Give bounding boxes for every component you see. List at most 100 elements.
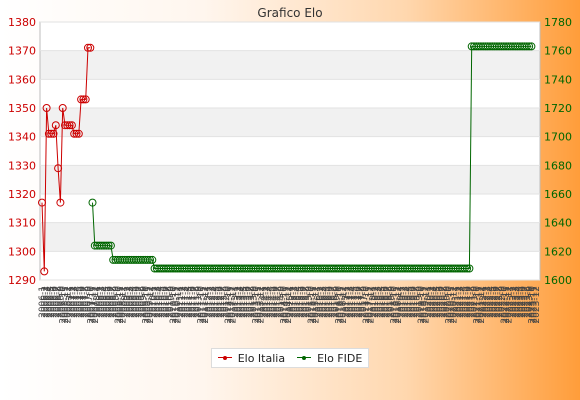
data-point-elo-italia bbox=[40, 267, 49, 276]
x-tick-label: 2023-1 bbox=[507, 286, 517, 318]
x-tick-label: 2010-4 bbox=[155, 286, 165, 318]
x-tick-label: 2009-10 bbox=[141, 286, 151, 324]
x-tick-label: 2013-2 bbox=[233, 286, 243, 318]
x-tick-label: 2006-3 bbox=[43, 286, 53, 318]
x-tick-label: 2018-10 bbox=[390, 286, 400, 324]
x-tick-label: 2012-11 bbox=[226, 286, 236, 324]
x-tick-label: 2007-6 bbox=[77, 286, 87, 318]
x-tick-label: 2013-9 bbox=[249, 286, 259, 318]
x-tick-label: 2009-9 bbox=[139, 286, 149, 318]
x-tick-label: 2015-12 bbox=[311, 286, 321, 324]
x-tick-label: 2007-8 bbox=[82, 286, 92, 318]
y-left-tick-label: 1340 bbox=[8, 131, 36, 144]
y-left-tick-label: 1330 bbox=[8, 159, 36, 172]
x-tick-label: 2012-1 bbox=[203, 286, 213, 318]
x-tick-label: 2023-8 bbox=[523, 286, 533, 318]
x-tick-label: 2013-7 bbox=[245, 286, 255, 318]
x-tick-label: 2012-8 bbox=[220, 286, 230, 318]
x-tick-label: 2012-3 bbox=[208, 286, 218, 318]
x-tick-label: 2020-12 bbox=[449, 286, 459, 324]
data-point-elo-italia bbox=[79, 95, 88, 104]
x-tick-label: 2012-12 bbox=[229, 286, 239, 324]
x-tick-label: 2016-9 bbox=[332, 286, 342, 318]
y-right-tick-label: 1620 bbox=[544, 245, 572, 258]
x-tick-label: 2011-6 bbox=[187, 286, 197, 318]
y-right-tick-label: 1720 bbox=[544, 102, 572, 115]
x-tick-label: 2008-3 bbox=[98, 286, 108, 318]
x-tick-label: 2013-10 bbox=[252, 286, 262, 324]
x-tick-label: 2012-9 bbox=[222, 286, 232, 318]
x-tick-label: 2008-4 bbox=[100, 286, 110, 318]
x-tick-label: 2012-2 bbox=[206, 286, 216, 318]
x-tick-label: 2011-7 bbox=[190, 286, 200, 318]
x-tick-label: 2023-3 bbox=[511, 286, 521, 318]
x-tick-label: 2022-8 bbox=[495, 286, 505, 318]
x-tick-label: 2017-9 bbox=[360, 286, 370, 318]
x-tick-label: 2015-1 bbox=[286, 286, 296, 318]
legend: Elo Italia Elo FIDE bbox=[211, 348, 369, 368]
data-point-elo-italia bbox=[56, 198, 65, 207]
y-left-tick-label: 1370 bbox=[8, 45, 36, 58]
x-tick-label: 2011-4 bbox=[183, 286, 193, 318]
y-axis-left: 1290 1300 1310 1320 1330 1340 1350 1360 1370 1380 bbox=[8, 16, 36, 287]
x-tick-label: 2019-9 bbox=[415, 286, 425, 318]
x-tick-label: 2010-5 bbox=[157, 286, 167, 318]
y-right-tick-label: 1660 bbox=[544, 188, 572, 201]
x-tick-label: 2014-7 bbox=[272, 286, 282, 318]
data-point-elo-fide bbox=[148, 255, 157, 264]
x-tick-label: 2007-2 bbox=[68, 286, 78, 318]
x-tick-label: 2007-12 bbox=[91, 286, 101, 324]
x-tick-label: 2021-12 bbox=[477, 286, 487, 324]
x-tick-label: 2013-5 bbox=[240, 286, 250, 318]
y-right-tick-label: 1600 bbox=[544, 274, 572, 287]
x-tick-label: 2021-7 bbox=[465, 286, 475, 318]
x-tick-label: 2011-1 bbox=[176, 286, 186, 318]
x-tick-label: 2019-2 bbox=[399, 286, 409, 318]
x-tick-label: 2021-8 bbox=[468, 286, 478, 318]
x-tick-label: 2011-12 bbox=[201, 286, 211, 324]
x-tick-label: 2020-10 bbox=[445, 286, 455, 324]
x-tick-label: 2018-8 bbox=[385, 286, 395, 318]
data-point-elo-fide bbox=[146, 255, 154, 264]
y-right-tick-label: 1760 bbox=[544, 45, 572, 58]
data-point-elo-fide bbox=[522, 42, 531, 51]
data-point-elo-fide bbox=[463, 264, 472, 273]
x-tick-label: 2019-11 bbox=[419, 286, 429, 324]
x-tick-label: 2016-1 bbox=[314, 286, 324, 318]
x-tick-label: 2008-11 bbox=[116, 286, 126, 324]
x-tick-label: 2010-2 bbox=[151, 286, 161, 318]
x-tick-label: 2023-5 bbox=[516, 286, 526, 318]
x-tick-label: 2019-10 bbox=[417, 286, 427, 324]
x-tick-label: 2007-9 bbox=[84, 286, 94, 318]
data-point-elo-italia bbox=[47, 129, 56, 138]
legend-item-elo-italia: Elo Italia bbox=[217, 351, 286, 365]
x-tick-label: 2017-12 bbox=[367, 286, 377, 324]
series-layer bbox=[38, 42, 536, 276]
legend-label-elo-italia: Elo Italia bbox=[237, 351, 286, 365]
x-tick-label: 2007-7 bbox=[79, 286, 89, 318]
x-tick-label: 2013-8 bbox=[247, 286, 257, 318]
x-tick-label: 2012-4 bbox=[210, 286, 220, 318]
x-tick-label: 2010-12 bbox=[174, 286, 184, 324]
data-point-elo-italia bbox=[74, 129, 83, 138]
x-tick-label: 2006-7 bbox=[52, 286, 62, 318]
x-tick-label: 2018-4 bbox=[376, 286, 386, 318]
x-tick-label: 2019-12 bbox=[422, 286, 432, 324]
x-tick-label: 2014-11 bbox=[282, 286, 292, 324]
x-tick-label: 2010-11 bbox=[171, 286, 181, 324]
y-left-tick-label: 1360 bbox=[8, 73, 36, 86]
x-tick-label: 2019-6 bbox=[408, 286, 418, 318]
x-tick-label: 2022-11 bbox=[502, 286, 512, 324]
x-tick-label: 2010-10 bbox=[169, 286, 179, 324]
x-tick-label: 2015-5 bbox=[295, 286, 305, 318]
x-tick-label: 2021-10 bbox=[472, 286, 482, 324]
x-tick-label: 2014-9 bbox=[277, 286, 287, 318]
x-tick-label: 2006-9 bbox=[56, 286, 66, 318]
x-tick-label: 2023-6 bbox=[518, 286, 528, 318]
data-point-elo-italia bbox=[54, 164, 63, 173]
x-tick-label: 2011-2 bbox=[178, 286, 188, 318]
x-tick-label: 2020-9 bbox=[442, 286, 452, 318]
x-tick-label: 2015-8 bbox=[302, 286, 312, 318]
